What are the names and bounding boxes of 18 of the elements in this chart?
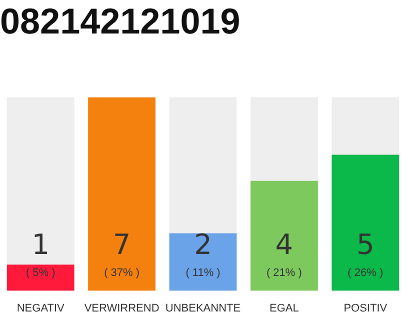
annotation: 2 <box>194 228 212 262</box>
x-tick-label: EGAL <box>270 302 299 314</box>
annotation: 1 <box>32 228 50 262</box>
data-label: ( 21% ) <box>266 266 302 279</box>
annotation: 7 <box>112 228 131 262</box>
data-label: ( 11% ) <box>186 266 220 279</box>
x-tick-label: UNBEKANNTE <box>165 302 241 314</box>
annotation: 4 <box>275 228 294 262</box>
x-tick-label: VERWIRREND <box>84 302 160 314</box>
chart-title: 082142121019 <box>0 0 240 42</box>
data-label: ( 26% ) <box>348 266 384 279</box>
data-label: ( 5% ) <box>26 266 56 279</box>
bar <box>169 233 237 291</box>
x-tick-label: POSITIV <box>344 302 388 314</box>
annotation: 5 <box>356 228 374 262</box>
data-label: ( 37% ) <box>104 266 140 279</box>
bar <box>6 264 74 291</box>
x-tick-label: NEGATIV <box>16 302 65 314</box>
